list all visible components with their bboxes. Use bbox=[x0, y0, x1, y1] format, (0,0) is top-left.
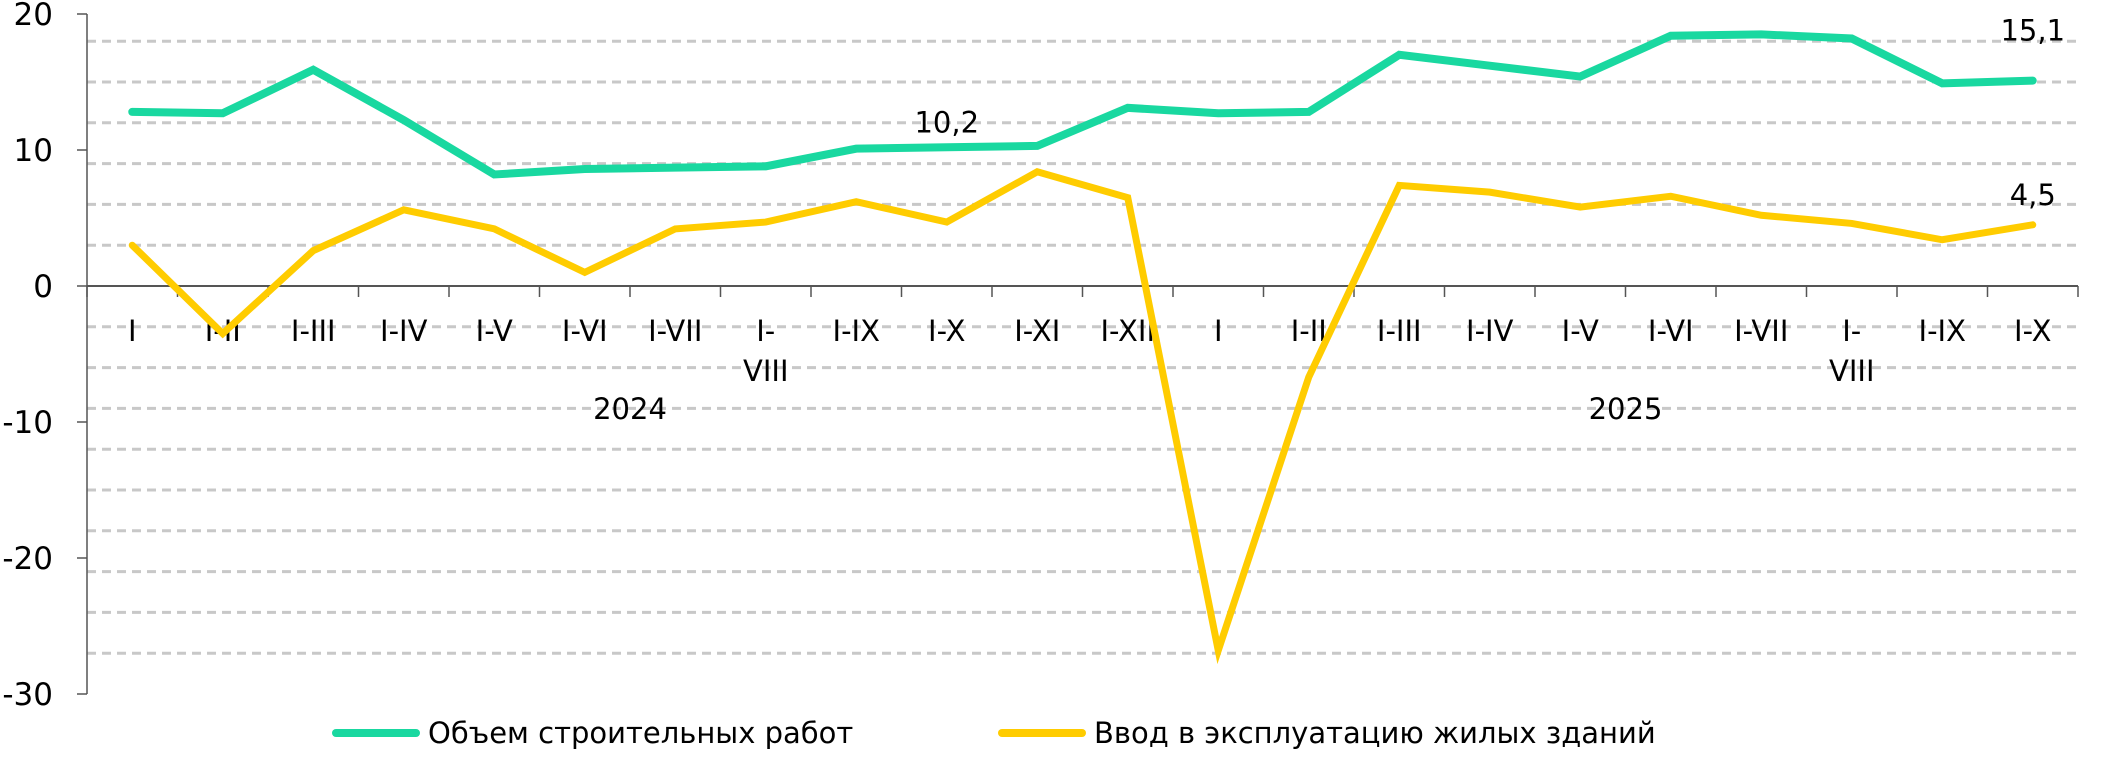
x-tick-label: I-X bbox=[2014, 314, 2051, 348]
x-tick-label: I-IV bbox=[1466, 314, 1514, 348]
legend: Объем строительных работ Ввод в эксплуат… bbox=[0, 716, 2114, 756]
x-tick-label: I-VI bbox=[562, 314, 608, 348]
legend-label-construction: Объем строительных работ bbox=[428, 716, 854, 750]
series-line-0 bbox=[128, 30, 2037, 179]
x-tick-label: I-X bbox=[928, 314, 965, 348]
x-tick-label: I-IX bbox=[833, 314, 880, 348]
y-tick-label: -20 bbox=[2, 541, 53, 577]
legend-swatch-housing bbox=[998, 729, 1086, 737]
data-label: 10,2 bbox=[914, 105, 979, 139]
x-tick-label: I-IV bbox=[380, 314, 428, 348]
x-tick-label: VIII bbox=[743, 354, 789, 388]
legend-item-housing: Ввод в эксплуатацию жилых зданий bbox=[998, 716, 1656, 750]
legend-label-housing: Ввод в эксплуатацию жилых зданий bbox=[1094, 716, 1656, 750]
x-tick-label: I-XII bbox=[1100, 314, 1155, 348]
x-tick-label: I- bbox=[756, 314, 775, 348]
x-tick-label: I-III bbox=[291, 314, 336, 348]
legend-swatch-construction bbox=[332, 729, 420, 737]
y-tick-label: 20 bbox=[14, 0, 53, 33]
legend-item-construction: Объем строительных работ bbox=[332, 716, 853, 750]
series-line-1 bbox=[128, 167, 2037, 665]
x-tick-label: I-V bbox=[1562, 314, 1599, 348]
x-tick-label: I-V bbox=[476, 314, 513, 348]
data-label: 15,1 bbox=[2000, 14, 2065, 48]
x-tick-label: I-VI bbox=[1648, 314, 1694, 348]
x-tick-label: I bbox=[1214, 314, 1223, 348]
x-tick-label: I-II bbox=[1291, 314, 1327, 348]
y-tick-label: -10 bbox=[2, 405, 53, 441]
x-tick-label: I- bbox=[1842, 314, 1861, 348]
x-tick-label: I-IX bbox=[1919, 314, 1966, 348]
group-label-2025: 2025 bbox=[1589, 392, 1663, 426]
y-tick-label: 10 bbox=[14, 133, 53, 169]
x-tick-label: I-VII bbox=[1734, 314, 1788, 348]
x-tick-label: I-VII bbox=[648, 314, 702, 348]
x-tick-label: I-XI bbox=[1014, 314, 1060, 348]
x-tick-label: VIII bbox=[1829, 354, 1875, 388]
x-tick-label: I-III bbox=[1377, 314, 1422, 348]
y-tick-label: 0 bbox=[33, 269, 53, 305]
data-label: 4,5 bbox=[2010, 178, 2056, 212]
group-label-2024: 2024 bbox=[593, 392, 667, 426]
x-tick-label: I bbox=[128, 314, 137, 348]
y-tick-label: -30 bbox=[2, 677, 53, 713]
